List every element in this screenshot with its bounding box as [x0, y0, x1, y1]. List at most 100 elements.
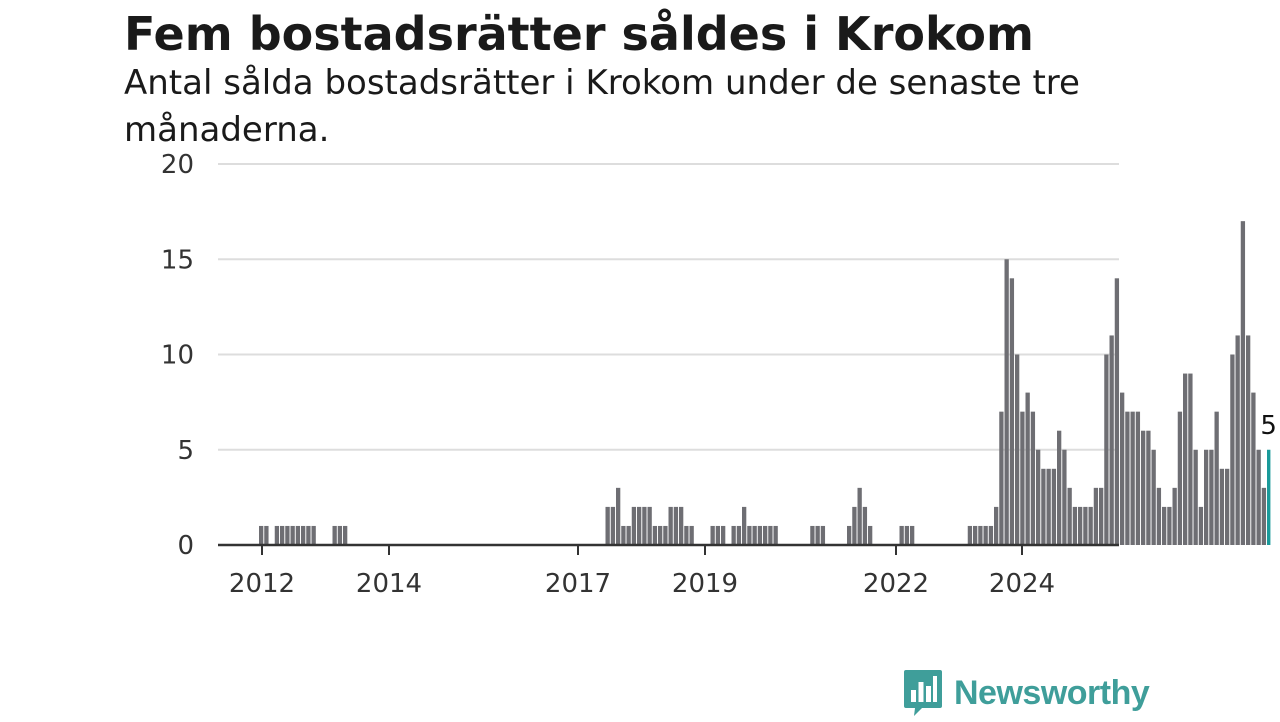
bar: [1109, 335, 1114, 545]
bar: [899, 525, 904, 545]
bar: [1135, 411, 1141, 545]
bar: [1036, 449, 1041, 545]
bar: [1088, 506, 1093, 545]
bar: [1030, 411, 1036, 545]
bar: [295, 525, 301, 545]
bar: [332, 525, 337, 545]
bar: [1183, 373, 1188, 545]
bar: [815, 525, 820, 545]
bar: [1067, 487, 1072, 545]
bar: [1177, 411, 1183, 545]
bar: [1256, 449, 1261, 545]
bar: [1225, 468, 1230, 545]
bar: [1261, 487, 1267, 545]
bar: [1072, 506, 1078, 545]
bar: [757, 525, 763, 545]
y-tick-label: 5: [177, 436, 194, 466]
bar: [768, 525, 773, 545]
bar: [1130, 411, 1135, 545]
x-tick-label: 2017: [545, 569, 611, 599]
bar: [868, 525, 873, 545]
bar: [621, 525, 626, 545]
bar: [1025, 392, 1030, 545]
bar: [994, 506, 999, 545]
bar: [1062, 449, 1067, 545]
bar: [1104, 354, 1109, 545]
bar: [668, 506, 673, 545]
x-tick-label: 2014: [356, 569, 422, 599]
bar: [679, 506, 684, 545]
bar: [967, 525, 973, 545]
bar: [1093, 487, 1099, 545]
bar: [1193, 449, 1198, 545]
bar: [983, 525, 988, 545]
bar: [852, 506, 857, 545]
y-tick-label: 15: [161, 245, 194, 275]
bar: [1020, 411, 1025, 545]
bar: [1046, 468, 1051, 545]
bar: [973, 525, 978, 545]
axes: 0 5 10 15 20 5 2012 2014 2017 2019 2022 2024: [161, 150, 1277, 599]
bar: [658, 525, 663, 545]
newsworthy-logo: Newsworthy: [902, 668, 1150, 718]
bar: [763, 525, 768, 545]
bar: [721, 525, 726, 545]
bar: [626, 525, 631, 545]
bar: [1172, 487, 1177, 545]
bar: [1078, 506, 1083, 545]
bar: [642, 506, 647, 545]
bar: [689, 525, 694, 545]
y-tick-label: 0: [177, 531, 194, 561]
bar: [1246, 335, 1251, 545]
bar: [988, 525, 994, 545]
brand-name: Newsworthy: [954, 673, 1150, 712]
bar: [1146, 430, 1151, 545]
bar: [274, 525, 280, 545]
bar: [1156, 487, 1162, 545]
highlight-bar: [1267, 449, 1271, 545]
bar: [1057, 430, 1062, 545]
bar: [1120, 392, 1125, 545]
bar: [264, 525, 269, 545]
bar: [1209, 449, 1214, 545]
bar: [1251, 392, 1256, 545]
bar: [847, 525, 852, 545]
bar: [684, 525, 689, 545]
bar: [285, 525, 290, 545]
bar: [1004, 259, 1009, 545]
bar: [773, 525, 778, 545]
chart-title: Fem bostadsrätter såldes i Krokom: [124, 7, 1034, 61]
x-tick-label: 2022: [863, 569, 929, 599]
x-tick-label: 2019: [672, 569, 738, 599]
bar: [742, 506, 747, 545]
bar: [736, 525, 742, 545]
bar: [1041, 468, 1046, 545]
bar: [647, 506, 652, 545]
bar: [978, 525, 983, 545]
bar: [652, 525, 658, 545]
bar: [715, 525, 721, 545]
bar: [1230, 354, 1235, 545]
bar: [1219, 468, 1225, 545]
bar: [1099, 487, 1104, 545]
bar: [1141, 430, 1146, 545]
bar: [1015, 354, 1020, 545]
bar: [1167, 506, 1172, 545]
bar: [857, 487, 862, 545]
bar: [710, 525, 715, 545]
bar: [1083, 506, 1088, 545]
bar: [752, 525, 757, 545]
bar: [280, 525, 285, 545]
bar: [1235, 335, 1240, 545]
bar: [731, 525, 736, 545]
bar: [337, 525, 343, 545]
newsworthy-bar-chart-icon: [902, 668, 944, 718]
bar: [673, 506, 679, 545]
bar: [1009, 278, 1015, 545]
bar: [1162, 506, 1167, 545]
bar: [301, 525, 306, 545]
bar: [610, 506, 616, 545]
bar: [999, 411, 1004, 545]
bar: [605, 506, 610, 545]
